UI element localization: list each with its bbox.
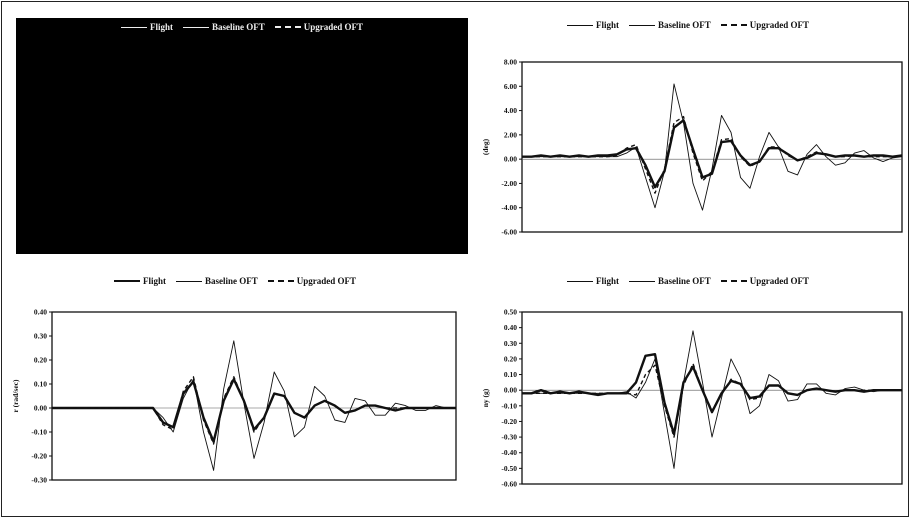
series-line-upgraded-oft <box>522 115 903 194</box>
y-tick-label: 0.00 <box>34 404 47 413</box>
legend-flight: Flight <box>120 22 173 32</box>
legend-flight: Flight <box>566 276 619 286</box>
series-line-upgraded-oft <box>522 362 902 438</box>
chart-panel-deg: Flight Baseline OFT Upgraded OFT 8.00 6.0… <box>470 16 906 254</box>
legend: Flight Baseline OFT Upgraded OFT <box>470 272 906 290</box>
series-line-upgraded-oft <box>52 376 456 445</box>
legend-baseline-label: Baseline OFT <box>657 20 711 30</box>
series-line-flight <box>522 119 903 189</box>
baseline-swatch <box>175 280 202 282</box>
y-tick-label: 0.20 <box>34 356 47 365</box>
y-tick-label: -0.30 <box>501 433 517 442</box>
plot-area-frame <box>521 311 903 485</box>
legend-baseline-label: Baseline OFT <box>657 276 711 286</box>
y-tick-label: 0.50 <box>504 308 517 317</box>
chart-deg: 8.00 6.00 4.00 2.00 0.00 -2.00 -4.00 -6.00 (deg) <box>481 58 903 237</box>
y-tick-label: 4.00 <box>504 106 517 115</box>
y-tick-label: -0.20 <box>31 452 47 461</box>
upgraded-swatch <box>720 280 747 282</box>
legend-flight-label: Flight <box>595 276 619 286</box>
legend: Flight Baseline OFT Upgraded OFT <box>16 18 468 36</box>
y-tick-label: 0.00 <box>504 386 517 395</box>
y-tick-label: -0.50 <box>501 464 517 473</box>
series-line-baseline-oft <box>522 330 902 469</box>
y-tick-label: -0.40 <box>501 448 517 457</box>
legend-baseline: Baseline OFT <box>175 276 258 286</box>
plot-area-frame <box>51 311 457 481</box>
legend-upgraded-label: Upgraded OFT <box>296 276 357 286</box>
series-line-baseline-oft <box>522 83 903 211</box>
upgraded-swatch <box>274 26 301 28</box>
y-tick-label: 8.00 <box>504 58 517 67</box>
legend-baseline: Baseline OFT <box>628 276 711 286</box>
series-line-baseline-oft <box>52 340 456 471</box>
y-tick-label: 2.00 <box>504 130 517 139</box>
legend-flight-label: Flight <box>595 20 619 30</box>
y-tick-label: -0.10 <box>501 401 517 410</box>
y-axis-label: r (rad/sec) <box>11 379 20 412</box>
legend-upgraded: Upgraded OFT <box>720 276 810 286</box>
y-tick-label: -0.20 <box>501 417 517 426</box>
y-axis-label: ny (g) <box>481 388 490 407</box>
legend-upgraded-label: Upgraded OFT <box>303 22 364 32</box>
legend: Flight Baseline OFT Upgraded OFT <box>470 16 906 34</box>
y-tick-label: 0.40 <box>34 308 47 317</box>
upgraded-swatch <box>720 24 747 26</box>
legend-flight: Flight <box>566 20 619 30</box>
y-tick-label: -4.00 <box>501 203 517 212</box>
flight-swatch <box>113 280 140 282</box>
legend-baseline-label: Baseline OFT <box>204 276 258 286</box>
upgraded-swatch <box>267 280 294 282</box>
y-axis-label: (deg) <box>481 138 490 155</box>
chart-lateral-accel: 0.50 0.40 0.30 0.20 0.10 0.00 -0.10 -0.20 -0.30 -… <box>481 308 903 489</box>
legend-baseline-label: Baseline OFT <box>211 22 265 32</box>
y-tick-label: 0.20 <box>504 354 517 363</box>
y-tick-label: -0.30 <box>31 476 47 485</box>
flight-swatch <box>566 24 593 26</box>
legend-baseline: Baseline OFT <box>628 20 711 30</box>
y-tick-label: 6.00 <box>504 82 517 91</box>
legend-upgraded: Upgraded OFT <box>274 22 364 32</box>
legend-upgraded-label: Upgraded OFT <box>749 276 810 286</box>
legend-baseline: Baseline OFT <box>182 22 265 32</box>
y-tick-label: 0.10 <box>34 380 47 389</box>
legend-upgraded: Upgraded OFT <box>267 276 357 286</box>
legend-upgraded-label: Upgraded OFT <box>749 20 810 30</box>
baseline-swatch <box>182 26 209 28</box>
chart-yaw-rate: 0.40 0.30 0.20 0.10 0.00 -0.10 -0.20 -0.30 r (ra… <box>11 308 457 485</box>
dark-chart-panel: Flight Baseline OFT Upgraded OFT <box>16 18 468 254</box>
y-tick-label: 0.10 <box>504 370 517 379</box>
y-tick-label: -0.10 <box>31 428 47 437</box>
y-tick-label: 0.40 <box>504 323 517 332</box>
y-tick-label: 0.30 <box>504 339 517 348</box>
series-line-flight <box>522 353 902 436</box>
chart-panel-yaw-rate: Flight Baseline OFT Upgraded OFT 0.40 0.3… <box>8 272 462 492</box>
legend: Flight Baseline OFT Upgraded OFT <box>8 272 462 290</box>
flight-swatch <box>120 26 147 28</box>
baseline-swatch <box>628 24 655 26</box>
baseline-swatch <box>628 280 655 282</box>
chart-panel-lateral-accel: Flight Baseline OFT Upgraded OFT 0.50 0.4… <box>470 272 906 492</box>
legend-upgraded: Upgraded OFT <box>720 20 810 30</box>
y-tick-label: -0.60 <box>501 480 517 489</box>
plot-area-frame <box>521 61 903 233</box>
legend-flight-label: Flight <box>149 22 173 32</box>
flight-swatch <box>566 280 593 282</box>
y-tick-label: 0.00 <box>504 155 517 164</box>
y-tick-label: -6.00 <box>501 228 517 237</box>
legend-flight-label: Flight <box>142 276 166 286</box>
y-tick-label: 0.30 <box>34 332 47 341</box>
legend-flight: Flight <box>113 276 166 286</box>
y-tick-label: -2.00 <box>501 179 517 188</box>
